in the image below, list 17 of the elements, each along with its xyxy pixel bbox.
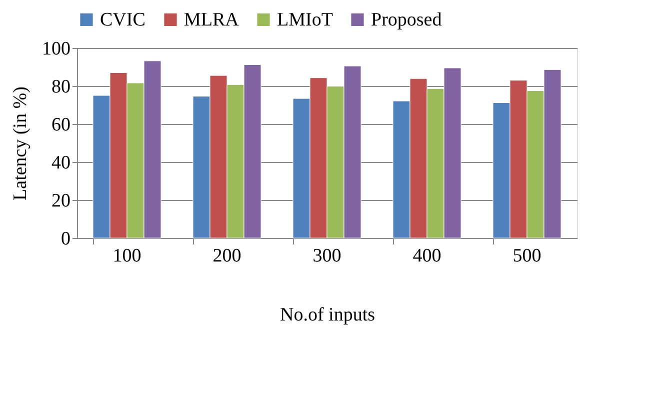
y-tick-label: 60 bbox=[52, 114, 70, 136]
legend-label: Proposed bbox=[371, 10, 442, 31]
x-axis-title: No.of inputs bbox=[280, 304, 375, 326]
x-tick-label: 500 bbox=[512, 246, 542, 266]
y-tick-label: 80 bbox=[52, 76, 70, 98]
x-tick-label: 100 bbox=[112, 246, 142, 266]
x-tick-label: 300 bbox=[312, 246, 342, 266]
legend-label: LMIoT bbox=[277, 10, 334, 31]
y-tick-label: 40 bbox=[52, 152, 70, 174]
legend-label: MLRA bbox=[184, 10, 240, 31]
y-tick-label: 20 bbox=[52, 190, 70, 212]
y-axis-title: Latency (in %) bbox=[10, 86, 31, 200]
legend-label: CVIC bbox=[100, 10, 146, 31]
y-tick-label: 100 bbox=[42, 38, 70, 60]
x-tick-label: 400 bbox=[412, 246, 442, 266]
x-tick-label: 200 bbox=[212, 246, 242, 266]
y-tick-label: 0 bbox=[61, 228, 70, 250]
